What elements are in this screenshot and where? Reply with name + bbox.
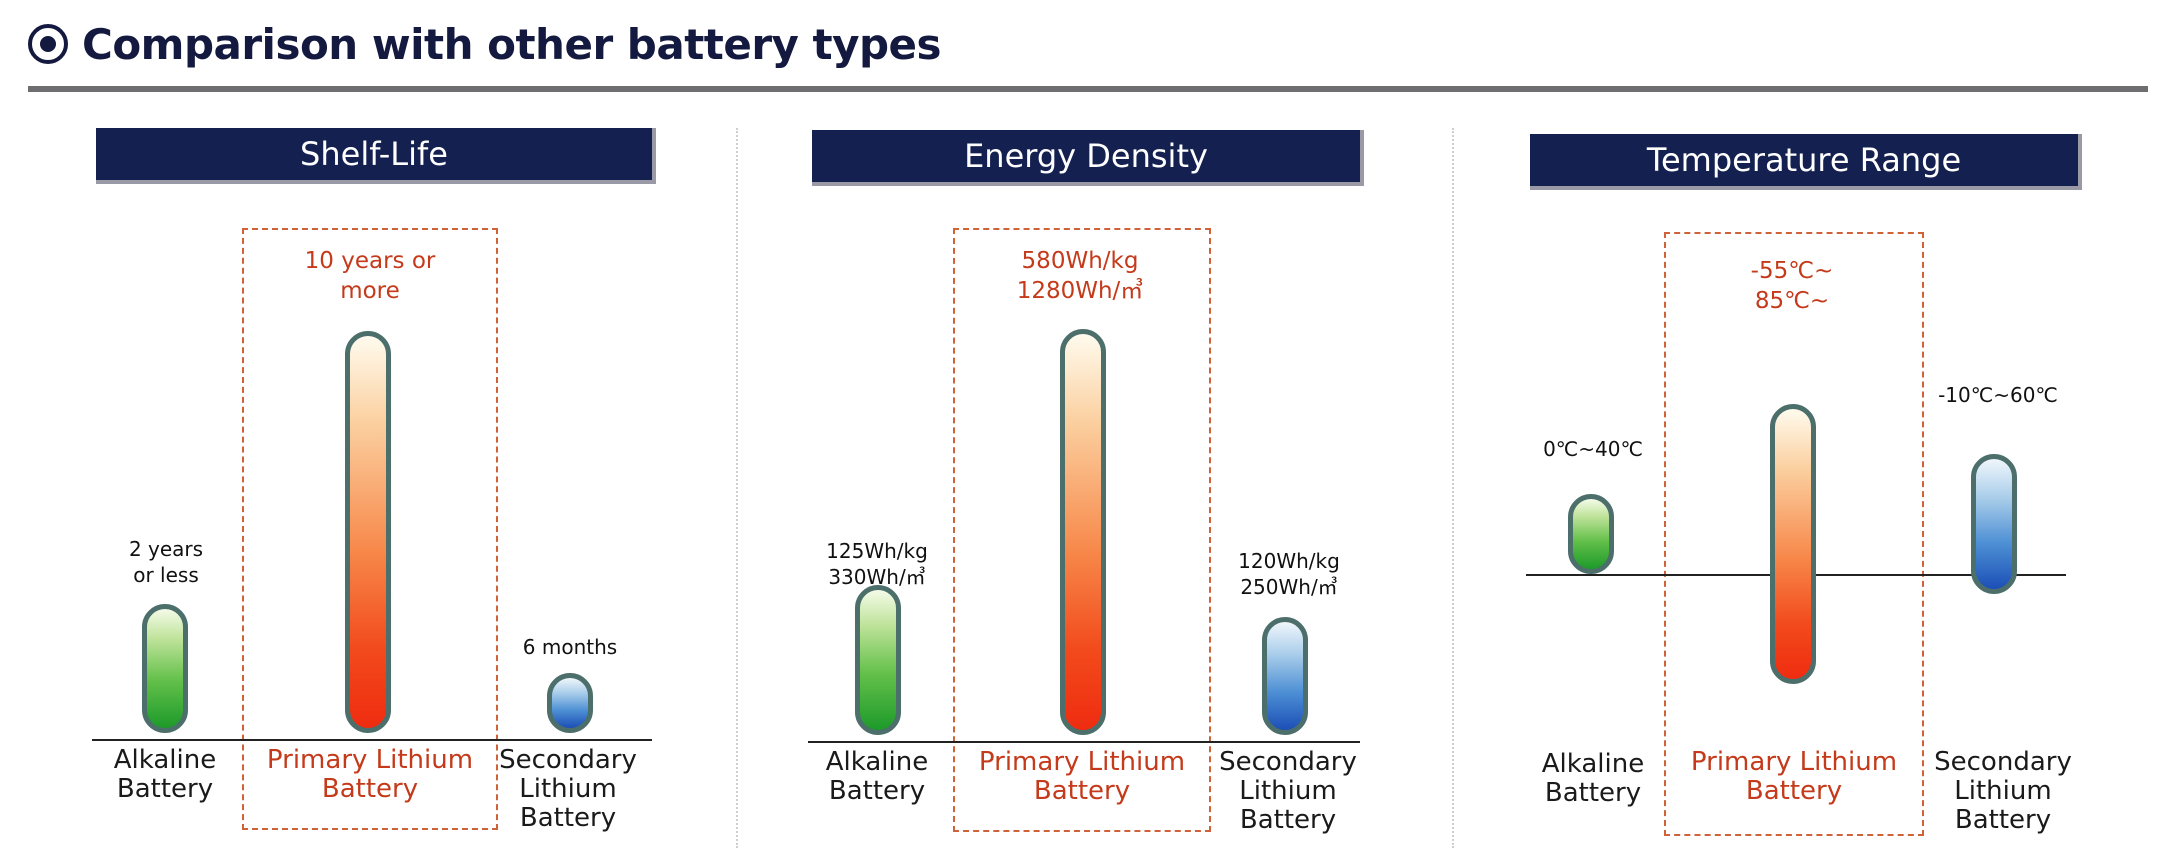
target-icon [28,24,68,64]
highlight-box [242,228,498,830]
battery-tube-secondary-lithium [547,672,593,733]
battery-tube-primary-lithium [1060,329,1106,735]
baseline [808,741,1360,743]
category-label: Primary Lithium Battery [266,745,474,804]
battery-tube-primary-lithium [345,331,391,733]
battery-tube-alkaline [142,604,188,733]
panel-title: Energy Density [812,130,1364,186]
value-label: 6 months [522,635,618,659]
title-divider [28,86,2148,92]
panel-divider [736,128,738,848]
value-label: -10℃~60℃ [1938,383,2058,407]
value-label: 580Wh/kg 1280Wh/㎥ [1016,248,1144,304]
battery-tube-primary-lithium [1770,404,1816,684]
category-label: Alkaline Battery [113,745,217,804]
battery-tube-alkaline [1568,494,1614,574]
category-label: Secondary Lithium Battery [499,745,637,833]
category-label: Alkaline Battery [1541,749,1645,808]
page-title-row: Comparison with other battery types [28,14,942,74]
panel-title: Shelf-Life [96,128,656,184]
battery-tube-secondary-lithium [1971,454,2017,594]
category-label: Primary Lithium Battery [1690,747,1898,806]
baseline [92,739,652,741]
battery-tube-secondary-lithium [1262,617,1308,735]
page-title: Comparison with other battery types [82,19,942,69]
value-label: -55℃~ 85℃~ [1750,258,1834,314]
value-label: 125Wh/kg 330Wh/㎥ [826,539,928,589]
highlight-box [953,228,1211,832]
panel-divider [1452,128,1454,848]
value-label: 120Wh/kg 250Wh/㎥ [1238,549,1340,599]
battery-tube-alkaline [855,584,901,735]
category-label: Secondary Lithium Battery [1934,747,2072,835]
value-label: 0℃~40℃ [1543,437,1643,461]
highlight-box [1664,232,1924,836]
category-label: Secondary Lithium Battery [1219,747,1357,835]
category-label: Primary Lithium Battery [978,747,1186,806]
category-label: Alkaline Battery [825,747,929,806]
panel-title: Temperature Range [1530,134,2082,190]
value-label: 10 years or more [304,248,436,304]
value-label: 2 years or less [128,537,204,587]
